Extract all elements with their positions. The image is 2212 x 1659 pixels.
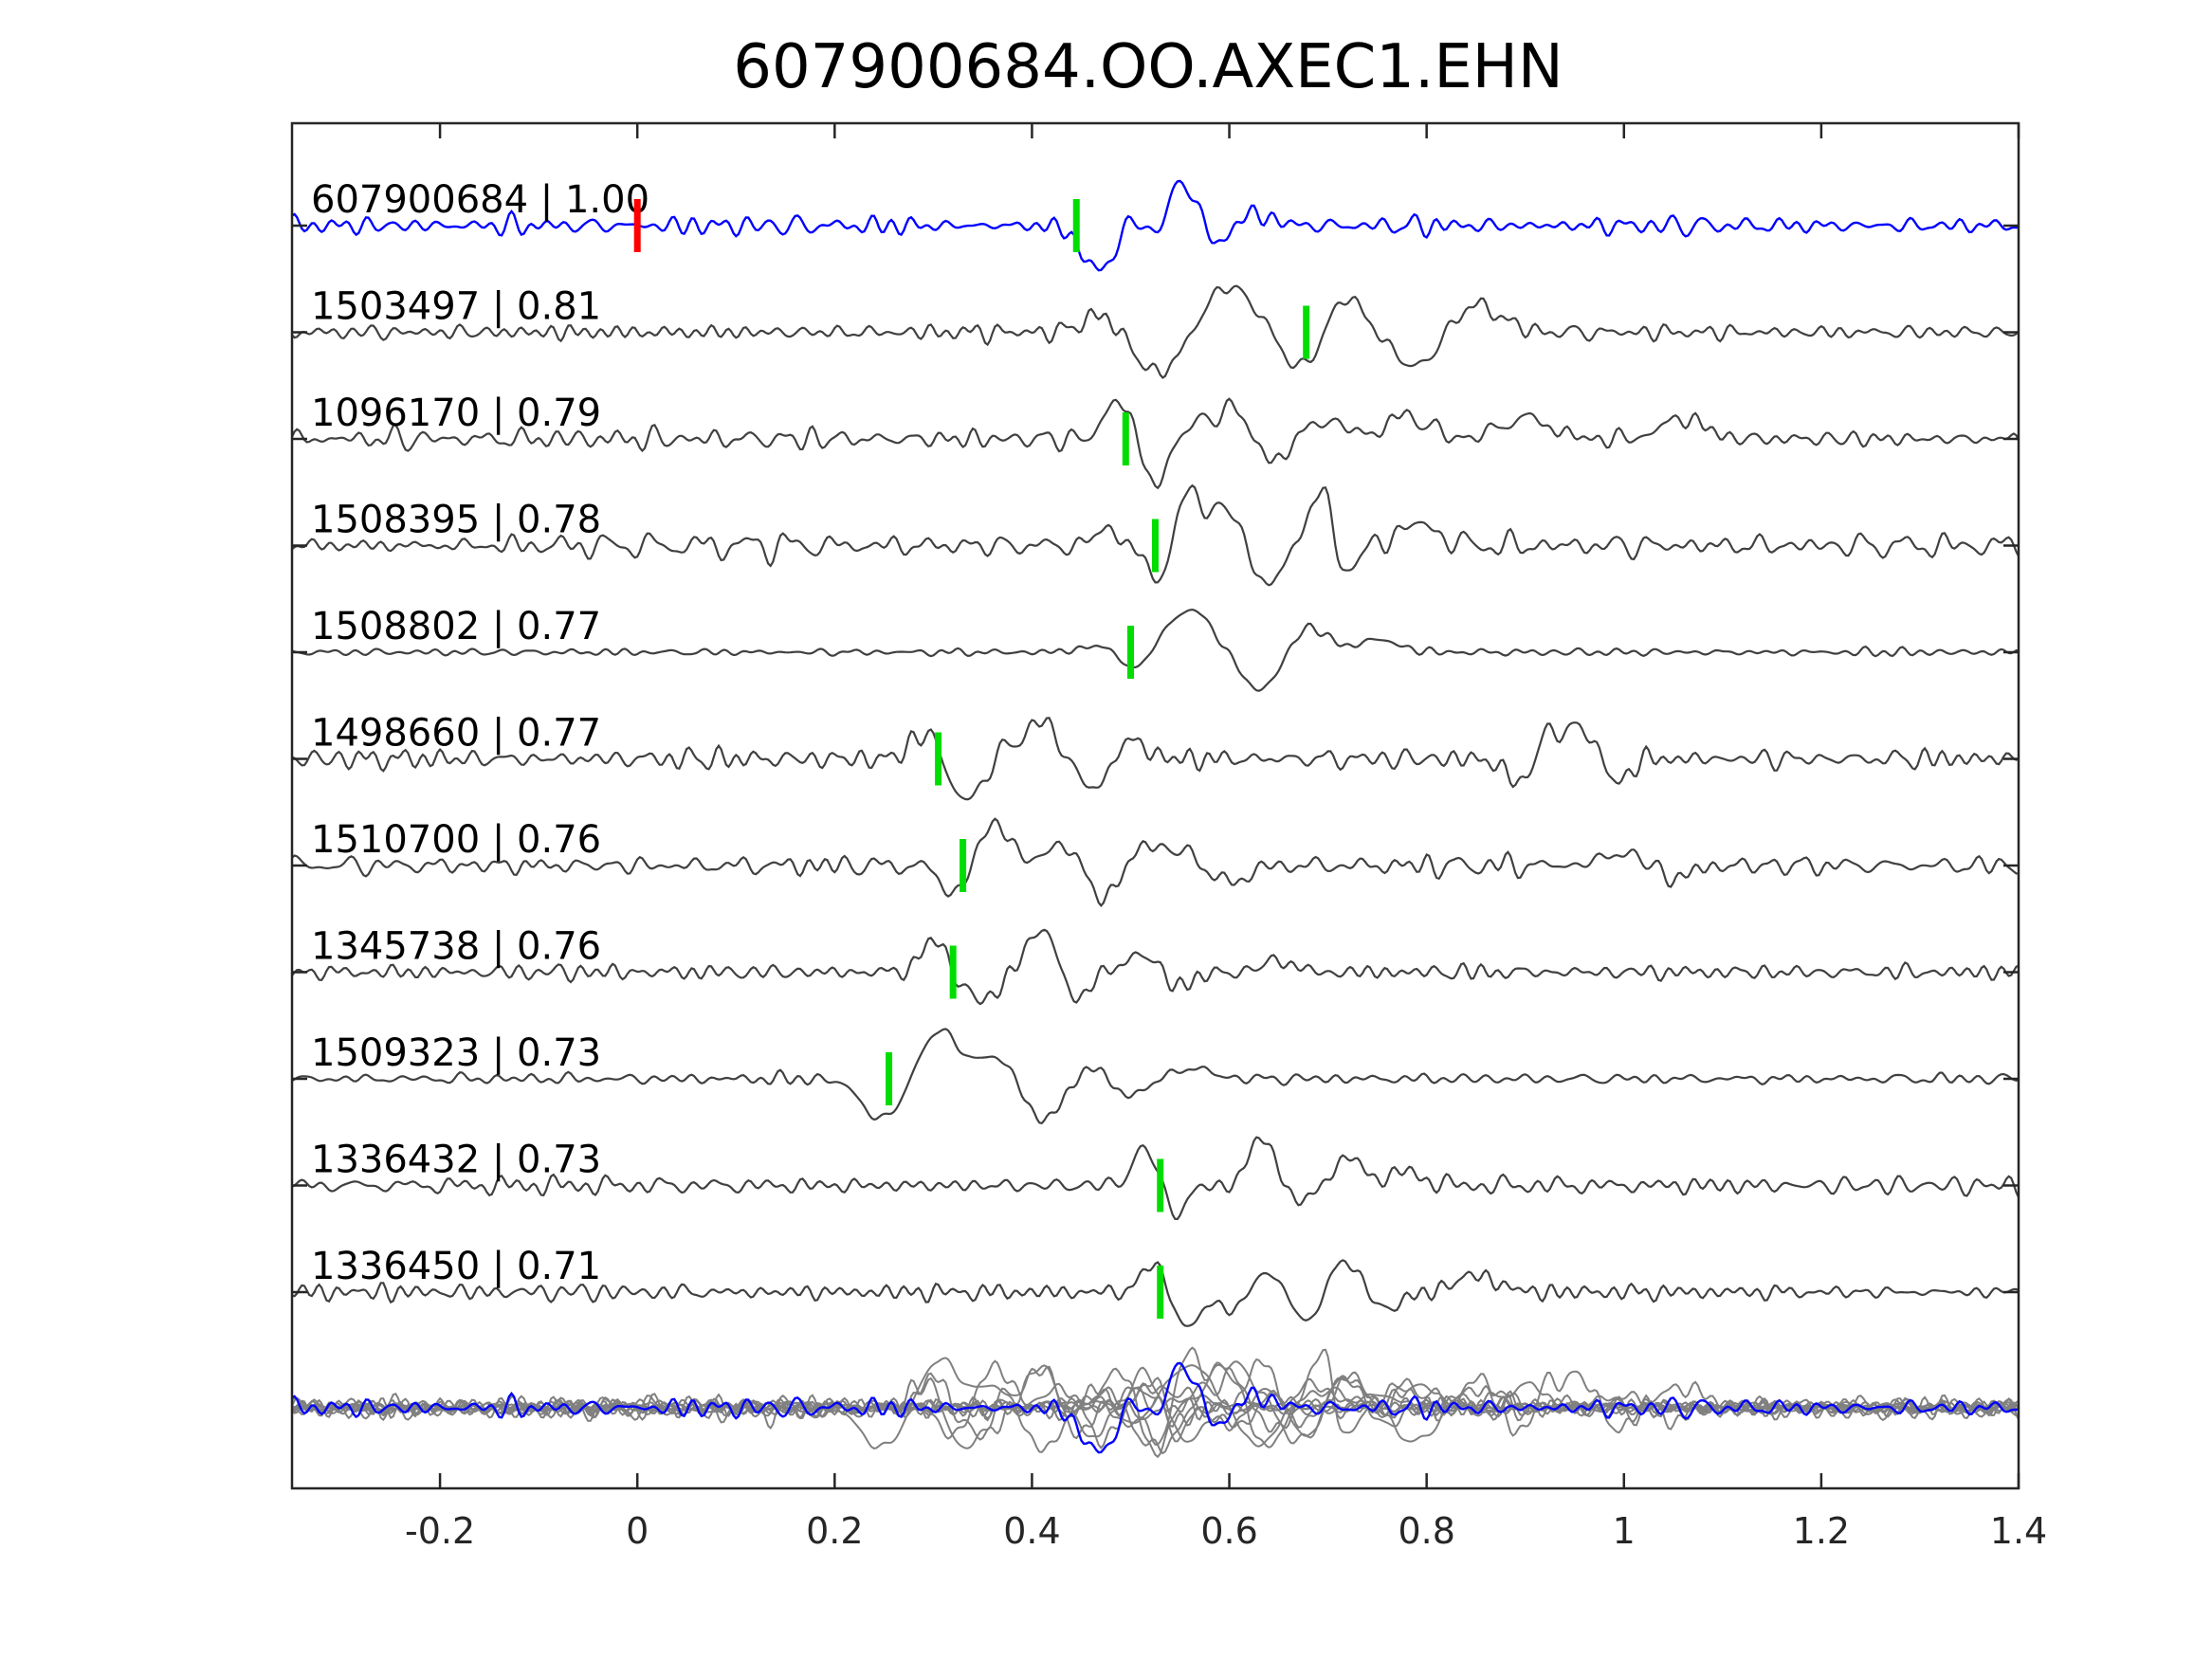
stack-template-line: [291, 1361, 2020, 1454]
trace-label: 607900684 | 1.00: [311, 178, 649, 222]
neighbor-trace-line: [291, 1028, 2020, 1124]
trace-label: 1336450 | 0.71: [311, 1245, 601, 1288]
x-tick-label: 0.2: [806, 1510, 863, 1552]
x-tick-label: 1.2: [1793, 1510, 1850, 1552]
x-tick-label: 0.4: [1003, 1510, 1060, 1552]
trace-label: 1508802 | 0.77: [311, 605, 601, 648]
trace-label: 1345738 | 0.76: [311, 925, 601, 969]
x-tick-label: 1: [1613, 1510, 1636, 1552]
trace-label: 1508395 | 0.78: [311, 499, 601, 542]
neighbor-trace-line: [291, 928, 2020, 1006]
template-trace-line: [291, 179, 2020, 272]
x-tick-label: 0.6: [1200, 1510, 1257, 1552]
trace-row: 1508802 | 0.77: [291, 605, 2020, 692]
trace-row: 1096170 | 0.79: [291, 392, 2020, 490]
x-tick-label: 0: [626, 1510, 649, 1552]
neighbor-trace-line: [291, 397, 2020, 490]
trace-label: 1510700 | 0.76: [311, 818, 601, 862]
trace-row: 607900684 | 1.00: [291, 178, 2020, 272]
neighbor-trace-line: [291, 608, 2020, 692]
neighbor-trace-line: [291, 1136, 2020, 1221]
trace-label: 1509323 | 0.73: [311, 1031, 601, 1075]
neighbor-trace-line: [291, 284, 2020, 379]
trace-row: 1503497 | 0.81: [291, 284, 2020, 379]
neighbor-trace-line: [291, 1259, 2020, 1327]
trace-label: 1096170 | 0.79: [311, 392, 601, 435]
chart-title: 607900684.OO.AXEC1.EHN: [733, 32, 1563, 102]
trace-row: 1336432 | 0.73: [291, 1136, 2020, 1221]
trace-label: 1336432 | 0.73: [311, 1139, 601, 1182]
trace-row: 1510700 | 0.76: [291, 817, 2020, 908]
trace-row: 1345738 | 0.76: [291, 925, 2020, 1006]
plot-area: 607900684 | 1.00 1503497 | 0.81 1096170 | …: [291, 178, 2020, 1459]
neighbor-trace-line: [291, 717, 2020, 801]
trace-row: 1509323 | 0.73: [291, 1028, 2020, 1124]
trace-label: 1498660 | 0.77: [311, 712, 601, 756]
axes-frame: [290, 121, 2020, 1490]
stack-overlay: [291, 1346, 2020, 1459]
trace-row: 1336450 | 0.71: [291, 1245, 2020, 1327]
trace-label: 1503497 | 0.81: [311, 285, 601, 329]
x-tick-label: 0.8: [1398, 1510, 1454, 1552]
neighbor-trace-line: [291, 483, 2020, 587]
trace-row: 1498660 | 0.77: [291, 712, 2020, 801]
x-axis: -0.2 0 0.2 0.4 0.6 0.8 1 1.2 1.4: [292, 123, 2047, 1552]
stack-trace-line: [291, 1365, 2020, 1449]
neighbor-trace-line: [291, 817, 2020, 908]
x-tick-label: 1.4: [1990, 1510, 2047, 1552]
x-tick-label: -0.2: [405, 1510, 475, 1552]
trace-row: 1508395 | 0.78: [291, 483, 2020, 587]
